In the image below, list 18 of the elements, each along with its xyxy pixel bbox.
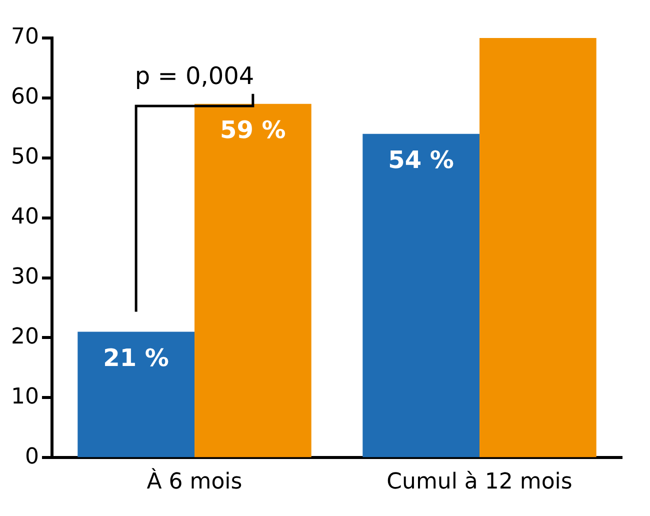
y-tick-label: 50 — [10, 144, 39, 170]
annotation: p = 0,004 — [134, 62, 254, 90]
bar — [78, 332, 194, 458]
x-tick-label: À 6 mois — [146, 468, 242, 495]
y-tick-label: 0 — [24, 444, 39, 470]
data-label: 21 % — [103, 344, 169, 372]
y-tick-label: 40 — [10, 204, 39, 230]
y-tick-label: 20 — [10, 324, 39, 350]
y-tick-label: 70 — [10, 24, 39, 50]
bar — [362, 134, 480, 458]
data-label: 59 % — [220, 116, 286, 144]
x-tick-label: Cumul à 12 mois — [386, 470, 572, 495]
y-tick-label: 30 — [10, 264, 39, 290]
bar — [480, 38, 596, 458]
data-label: 54 % — [388, 146, 454, 174]
y-tick-label: 10 — [10, 384, 39, 410]
bar — [194, 104, 312, 458]
y-tick-label: 60 — [10, 84, 39, 110]
